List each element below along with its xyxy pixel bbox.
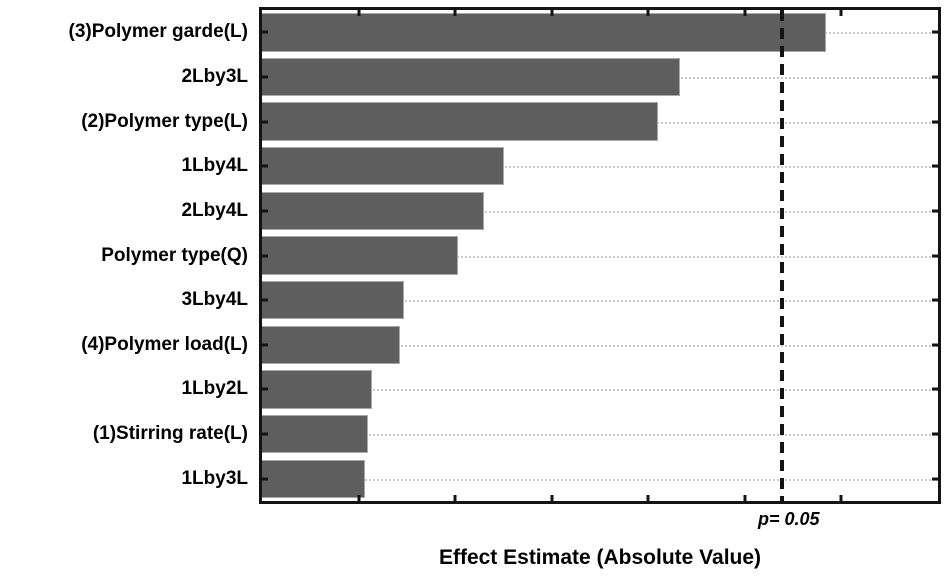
x-axis-tick [550,10,554,16]
category-label: (3)Polymer garde(L) [68,21,248,43]
y-axis-tick [932,432,938,436]
x-axis-tick [550,495,554,501]
y-axis-tick [262,387,268,391]
category-label: Polymer type(Q) [101,244,248,266]
bar-row [262,233,938,278]
y-axis-tick [932,387,938,391]
effect-bar [262,414,369,454]
y-axis-tick [932,298,938,302]
y-axis-tick [932,75,938,79]
y-axis-tick [262,120,268,124]
y-axis-tick [262,209,268,213]
gridline [262,166,938,169]
x-axis-tick [743,495,747,501]
y-axis-tick [262,477,268,481]
gridline [262,300,938,303]
x-axis-tick [743,10,747,16]
x-axis-tick [839,495,843,501]
p-value-label: p= 0.05 [758,509,820,529]
bar-row [262,412,938,457]
x-axis-tick [453,495,457,501]
y-axis-tick [262,75,268,79]
gridline [262,478,938,481]
category-label: (1)Stirring rate(L) [92,423,248,445]
y-axis-tick [262,432,268,436]
bar-row [262,367,938,412]
effect-bar [262,102,658,141]
y-axis-tick [932,30,938,34]
plot-area [259,7,941,504]
category-label: 1Lby4L [181,155,248,177]
y-axis-tick [932,343,938,347]
x-axis-tick [357,495,361,501]
bar-row [262,10,938,55]
x-axis-tick [646,495,650,501]
bar-row [262,322,938,367]
effect-bar [262,191,485,231]
category-label: 2Lby4L [181,199,248,221]
y-axis-tick [932,120,938,124]
y-axis-tick [262,254,268,258]
y-axis-tick [932,477,938,481]
effect-bar [262,57,681,97]
y-axis-tick [262,298,268,302]
effect-bar [262,147,505,186]
category-label: 1Lby3L [181,467,248,489]
gridline [262,210,938,213]
y-axis-tick [932,209,938,213]
gridline [262,434,938,437]
x-axis-title: Effect Estimate (Absolute Value) [438,546,762,569]
y-axis-tick [262,343,268,347]
bar-row [262,99,938,144]
bar-row [262,55,938,100]
effect-bar [262,236,459,275]
effect-bar [262,370,373,409]
x-axis-tick [453,10,457,16]
y-axis-tick [262,30,268,34]
y-axis-labels: (3)Polymer garde(L) 2Lby3L (2)Polymer type… [0,10,248,501]
gridline [262,344,938,347]
category-label: 1Lby2L [181,378,248,400]
x-axis-tick [357,10,361,16]
category-label: (4)Polymer load(L) [81,333,248,355]
bar-row [262,189,938,234]
gridline [262,389,938,392]
effect-bar [262,13,826,52]
y-axis-tick [932,254,938,258]
bar-row [262,144,938,189]
significance-dashed-line [779,10,784,501]
category-label: (2)Polymer type(L) [81,110,248,132]
x-axis-tick [646,10,650,16]
gridline [262,255,938,258]
y-axis-tick [932,164,938,168]
effect-bar [262,325,401,364]
x-axis-tick [839,10,843,16]
y-axis-tick [262,164,268,168]
bar-row [262,278,938,323]
bar-rows [262,10,938,501]
below-axis-strip: p= 0.05 [262,509,937,537]
bar-row [262,456,938,501]
category-label: 2Lby3L [181,65,248,87]
category-label: 3Lby4L [181,289,248,311]
effect-bar [262,459,366,498]
effect-bar [262,280,404,320]
